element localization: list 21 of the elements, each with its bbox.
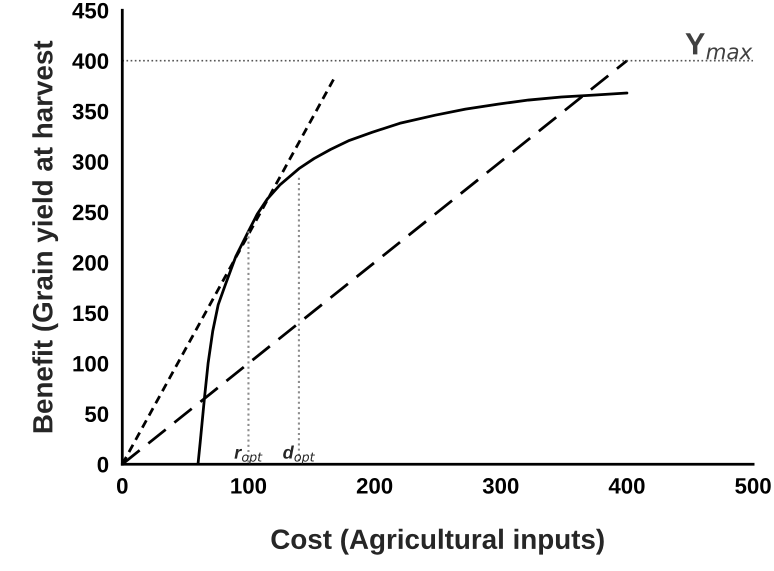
y-tick-label: 400	[72, 53, 108, 69]
y-tick-label: 350	[72, 104, 108, 120]
y-tick-label: 200	[72, 255, 108, 271]
y-tick-label: 100	[73, 356, 108, 372]
x-tick-label: 400	[608, 478, 645, 494]
x-tick-label: 100	[231, 478, 266, 494]
y-tick-label: 150	[73, 305, 108, 322]
y-tick-label: 450	[72, 2, 108, 19]
x-tick-label: 200	[356, 478, 392, 494]
x-tick-label: 0	[116, 478, 128, 494]
y-axis-title: Benefit (Grain yield at harvest	[32, 40, 58, 432]
annotation: r$_{opt}$	[234, 448, 262, 464]
ref-line-label: Y$_{max}$	[685, 33, 752, 60]
x-tick-label: 300	[482, 478, 518, 494]
y-tick-label: 50	[85, 406, 108, 422]
x-axis-title: Cost (Agricultural inputs)	[271, 528, 604, 555]
y-tick-label: 250	[72, 204, 108, 220]
y-tick-label: 300	[72, 154, 108, 170]
annotation: d$_{opt}$	[283, 445, 315, 464]
x-tick-label: 500	[735, 478, 771, 494]
y-tick-label: 0	[98, 456, 108, 472]
